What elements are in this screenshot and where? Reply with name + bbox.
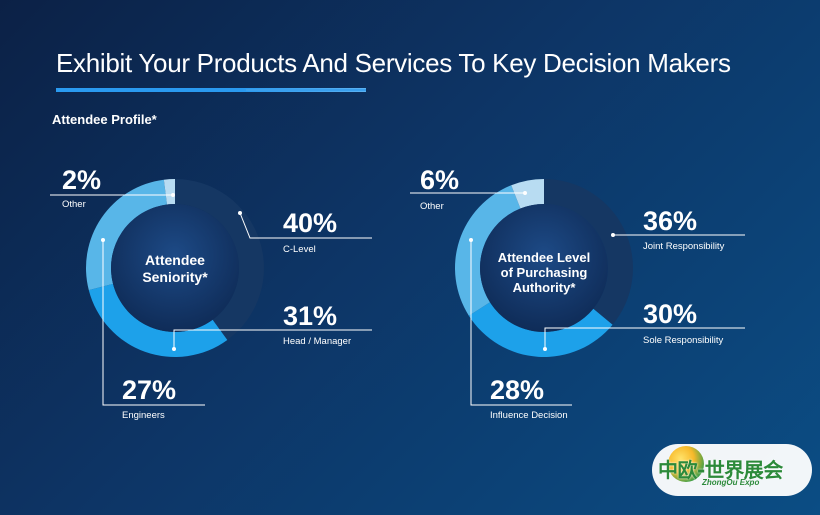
percent-label: 36% bbox=[643, 206, 697, 236]
center-label-line: Seniority* bbox=[142, 269, 208, 285]
leader-dot bbox=[543, 347, 547, 351]
percent-label: 31% bbox=[283, 301, 337, 331]
leader-dot bbox=[172, 347, 176, 351]
leader-dot bbox=[171, 193, 175, 197]
leader-dot bbox=[523, 191, 527, 195]
category-label: Joint Responsibility bbox=[643, 241, 725, 252]
percent-label: 28% bbox=[490, 375, 544, 405]
donut-center bbox=[111, 204, 239, 332]
leader-dot bbox=[469, 238, 473, 242]
donut-slice-4 bbox=[511, 179, 544, 209]
donut-slice-3 bbox=[85, 179, 167, 291]
globe-icon bbox=[668, 446, 704, 482]
leader-dot bbox=[611, 233, 615, 237]
zhongou-expo-logo: 中欧-世界展会 ZhongOu Expo bbox=[652, 442, 814, 502]
leader-line bbox=[173, 329, 372, 349]
leader-line bbox=[239, 212, 372, 239]
donut-slice-1 bbox=[544, 179, 633, 325]
leader-line bbox=[470, 240, 572, 406]
center-label-line: Attendee Level bbox=[498, 250, 590, 265]
category-label: C-Level bbox=[283, 244, 316, 255]
category-label: Influence Decision bbox=[490, 410, 568, 421]
donut-slice-2 bbox=[468, 302, 613, 358]
center-label-line: of Purchasing bbox=[501, 265, 588, 280]
category-label: Sole Responsibility bbox=[643, 335, 724, 346]
percent-label: 40% bbox=[283, 208, 337, 238]
section-subtitle: Attendee Profile* bbox=[52, 112, 157, 127]
center-label-line: Authority* bbox=[513, 280, 577, 295]
page-title: Exhibit Your Products And Services To Ke… bbox=[56, 48, 731, 78]
percent-label: 2% bbox=[62, 165, 101, 195]
category-label: Other bbox=[62, 199, 86, 210]
category-label: Engineers bbox=[122, 410, 165, 421]
leader-line bbox=[102, 240, 205, 406]
title-underline bbox=[56, 88, 366, 92]
donut-slice-4 bbox=[163, 179, 175, 205]
center-label-line: Attendee bbox=[145, 252, 205, 268]
leader-dot bbox=[238, 211, 242, 215]
leader-dot bbox=[101, 238, 105, 242]
category-label: Other bbox=[420, 201, 444, 212]
category-label: Head / Manager bbox=[283, 336, 351, 347]
percent-label: 30% bbox=[643, 299, 697, 329]
donut-slice-1 bbox=[175, 179, 264, 341]
percent-label: 6% bbox=[420, 165, 459, 195]
percent-label: 27% bbox=[122, 375, 176, 405]
logo-subtext: ZhongOu Expo bbox=[702, 478, 760, 487]
donut-center bbox=[480, 204, 608, 332]
donut-slice-2 bbox=[88, 283, 228, 357]
leader-line bbox=[544, 327, 745, 349]
logo-text: 中欧-世界展会 bbox=[658, 458, 783, 482]
